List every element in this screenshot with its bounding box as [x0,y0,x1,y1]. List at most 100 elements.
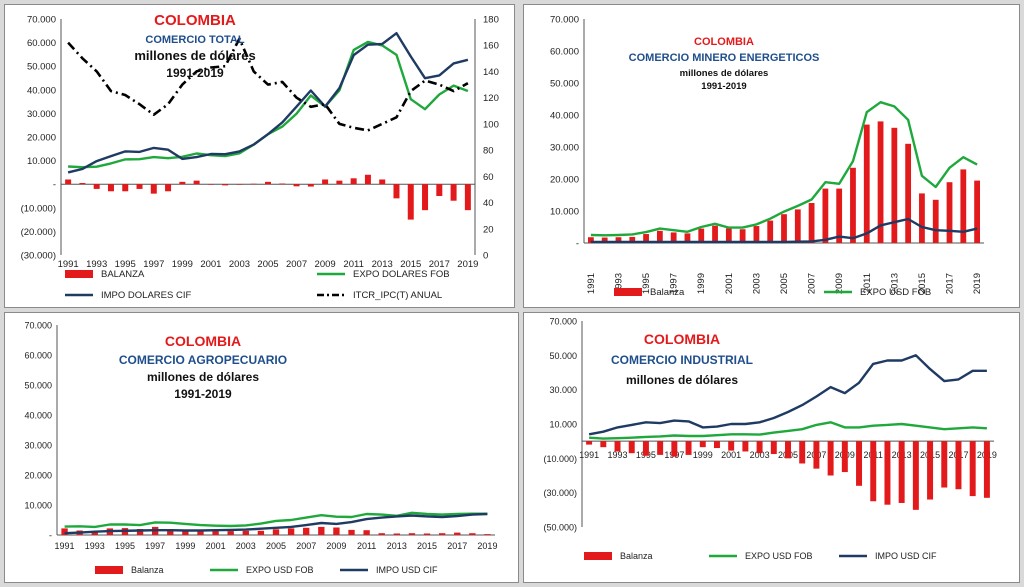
y2-tick-label: 40 [483,198,494,209]
bar-2006 [287,528,295,535]
bar-2004 [767,220,774,243]
x-tick-label: 2005 [779,273,790,294]
bar-2018 [450,184,457,201]
bar-2013 [898,441,905,503]
x-tick-label: 1993 [608,450,628,460]
y2-tick-label: 0 [483,251,488,262]
x-tick-label: 1999 [172,259,193,270]
legend-label: IMPO USD CIF [875,551,937,561]
bar-2008 [318,526,325,535]
bar-2003 [236,184,243,185]
bar-1996 [657,441,664,455]
y-tick-label: 10.000 [550,207,579,218]
legend-label: BALANZA [101,269,145,280]
x-tick-label: 2003 [236,541,256,551]
bar-1998 [684,233,691,243]
x-tick-label: 2005 [266,541,286,551]
chart-title-line: millones de dólares [134,48,255,63]
x-tick-label: 1999 [693,450,713,460]
bar-2001 [728,441,735,451]
bar-2006 [799,441,806,464]
bar-2005 [781,214,787,243]
x-tick-label: 2015 [917,273,928,294]
bar-2003 [753,226,760,243]
bar-1994 [628,441,635,454]
x-tick-label: 2009 [315,259,336,270]
chart-title-line: COMERCIO AGROPECUARIO [119,353,287,367]
x-tick-label: 2003 [751,273,762,294]
chart-title-line: COMERCIO INDUSTRIAL [611,353,753,367]
x-tick-label: 2001 [724,273,735,294]
y-tick-label: 30.000 [27,109,56,120]
x-tick-label: 2007 [296,541,316,551]
bar-1999 [179,181,186,185]
x-tick-label: 1991 [58,259,79,270]
bar-2010 [336,180,343,185]
bar-2004 [250,183,257,185]
x-tick-label: 2007 [807,273,818,294]
bar-1998 [167,529,174,535]
bar-2012 [378,533,385,535]
bar-2003 [242,530,249,535]
bar-2018 [960,169,967,243]
y-tick-label: (30.000) [21,251,56,262]
y2-tick-label: 20 [483,224,494,235]
legend-label: Balanza [650,287,685,298]
bar-2011 [870,441,877,502]
bar-2015 [407,184,414,220]
bar-2017 [454,532,461,535]
chart-comercio-minero-energetico: - 10.000 20.000 30.000 40.000 50.000 60.000 70.… [550,15,984,298]
panel-comercio-agropecuario: - 10.000 20.000 30.000 40.000 50.000 60.000 70.… [4,312,519,583]
bar-2016 [941,441,948,488]
bar-1996 [136,184,143,189]
y-tick-label: 10.000 [27,156,56,167]
bar-1999 [182,529,189,535]
bar-1991 [61,528,68,535]
x-tick-label: 2017 [429,259,450,270]
y-tick-label: 60.000 [550,47,579,58]
y-tick-label: 50.000 [549,351,577,361]
bar-1991 [586,441,593,445]
bar-1997 [670,232,677,243]
y-tick-label: 70.000 [550,15,579,26]
legend-label: EXPO DOLARES FOB [353,269,450,280]
x-tick-label: 2015 [417,541,437,551]
bar-1998 [165,184,172,192]
x-tick-label: 2003 [750,450,770,460]
bar-2016 [438,533,446,535]
bar-2011 [363,530,370,535]
bar-2015 [919,193,925,243]
bar-1993 [93,184,100,189]
bar-2006 [279,183,286,185]
y-tick-label: (20.000) [21,227,56,238]
chart-title-line: COLOMBIA [694,36,754,48]
y-tick-label: 70.000 [549,317,577,327]
bar-2010 [348,529,355,535]
bar-1993 [614,441,621,452]
x-tick-label: 2019 [457,259,478,270]
bar-1997 [150,184,157,194]
series-line-1 [589,421,987,440]
bar-2004 [770,441,777,455]
bar-2001 [725,228,732,243]
x-tick-label: 2001 [721,450,741,460]
x-tick-label: 2003 [229,259,250,270]
legend-label: EXPO USD FOB [860,287,931,298]
chart-title-line: 1991-2019 [174,387,232,401]
y-tick-label: 70.000 [24,321,52,331]
x-tick-label: 2015 [400,259,421,270]
x-tick-label: 1997 [669,273,680,294]
y-tick-label: 50.000 [27,62,56,73]
bar-1996 [656,230,663,243]
bar-2002 [739,229,746,243]
bar-2010 [856,441,863,486]
bar-1994 [629,236,636,243]
chart-title-line: millones de dólares [147,370,259,384]
bar-2002 [227,531,234,535]
bar-1994 [107,184,114,192]
legend-label: EXPO USD FOB [745,551,813,561]
y-tick-label: 40.000 [24,411,52,421]
y-tick-label: 20.000 [550,175,579,186]
y-tick-label: - [53,180,56,191]
y-tick-label: (10.000) [21,203,56,214]
